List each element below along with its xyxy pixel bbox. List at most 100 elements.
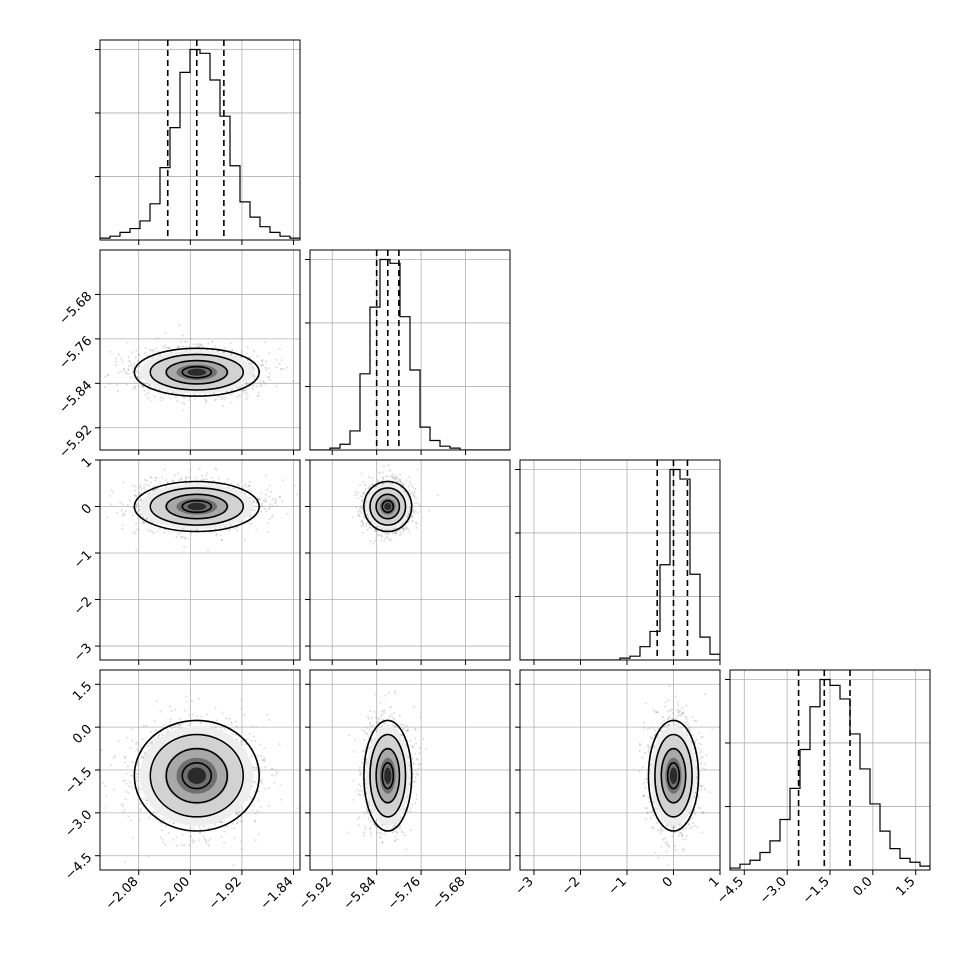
scatter-point: [415, 510, 417, 512]
scatter-point: [180, 478, 182, 480]
scatter-point: [293, 485, 295, 487]
scatter-point: [251, 363, 253, 365]
scatter-point: [176, 536, 178, 538]
scatter-point: [135, 357, 137, 359]
scatter-point: [361, 473, 363, 475]
scatter-point: [371, 527, 373, 529]
scatter-point: [109, 383, 111, 385]
scatter-point: [408, 531, 410, 533]
scatter-point: [140, 498, 142, 500]
scatter-point: [220, 398, 222, 400]
scatter-point: [110, 351, 112, 353]
scatter-point: [375, 538, 377, 540]
scatter-point: [163, 397, 165, 399]
scatter-point: [362, 481, 364, 483]
scatter-point: [357, 511, 359, 513]
scatter-point: [246, 353, 248, 355]
scatter-point: [138, 529, 140, 531]
scatter-point: [382, 477, 384, 479]
scatter-point: [355, 506, 357, 508]
scatter-point: [275, 359, 277, 361]
scatter-point: [361, 500, 363, 502]
scatter-point: [239, 395, 241, 397]
scatter-point: [414, 488, 416, 490]
scatter-point: [405, 479, 407, 481]
scatter-point: [391, 474, 393, 476]
hist-step-p1: [310, 260, 510, 450]
scatter-point: [125, 510, 127, 512]
scatter-point: [157, 530, 159, 532]
scatter-point: [389, 539, 391, 541]
scatter-point: [297, 493, 299, 495]
scatter-point: [263, 381, 265, 383]
scatter-point: [186, 477, 188, 479]
scatter-point: [264, 367, 266, 369]
scatter-point: [122, 481, 124, 483]
scatter-point: [81, 373, 83, 375]
scatter-point: [140, 500, 142, 502]
scatter-point: [144, 390, 146, 392]
scatter-point: [352, 516, 354, 518]
scatter-point: [221, 539, 223, 541]
scatter-point: [203, 478, 205, 480]
scatter-point: [244, 485, 246, 487]
scatter-point: [357, 513, 359, 515]
scatter-point: [280, 368, 282, 370]
scatter-point: [402, 530, 404, 532]
scatter-point: [268, 508, 270, 510]
scatter-point: [417, 469, 419, 471]
scatter-point: [362, 532, 364, 534]
scatter-point: [139, 365, 141, 367]
scatter-point: [144, 479, 146, 481]
scatter-point: [256, 385, 258, 387]
scatter-point: [361, 520, 363, 522]
scatter-point: [389, 470, 391, 472]
y-tick-label-p2-4: 1: [79, 455, 95, 471]
y-tick-label-p2-2: −1: [71, 548, 95, 572]
scatter-point: [116, 384, 118, 386]
scatter-panel-r1-c0-density-4: [187, 369, 206, 376]
scatter-point: [400, 533, 402, 535]
scatter-point: [271, 516, 273, 518]
scatter-point: [399, 529, 401, 531]
y-tick-label-p2-3: 0: [79, 501, 95, 517]
scatter-point: [181, 402, 183, 404]
scatter-point: [261, 505, 263, 507]
scatter-point: [193, 344, 195, 346]
scatter-point: [260, 384, 262, 386]
scatter-point: [207, 342, 209, 344]
scatter-point: [127, 369, 129, 371]
scatter-point: [127, 373, 129, 375]
scatter-point: [267, 367, 269, 369]
hist-panel-2-plot-area: [520, 460, 720, 660]
scatter-point: [261, 503, 263, 505]
scatter-point: [149, 530, 151, 532]
scatter-point: [398, 481, 400, 483]
scatter-point: [265, 474, 267, 476]
scatter-point: [183, 409, 185, 411]
y-tick-label-p1-2: −5.76: [57, 334, 96, 373]
scatter-point: [146, 518, 148, 520]
x-tick-label-p3-1: −3.0: [757, 874, 790, 907]
scatter-point: [153, 532, 155, 534]
scatter-point: [283, 368, 285, 370]
scatter-point: [240, 352, 242, 354]
scatter-point: [205, 474, 207, 476]
scatter-point: [171, 392, 173, 394]
scatter-point: [131, 351, 133, 353]
scatter-point: [133, 531, 135, 533]
scatter-point: [182, 335, 184, 337]
scatter-point: [147, 397, 149, 399]
scatter-point: [272, 505, 274, 507]
scatter-point: [223, 347, 225, 349]
scatter-point: [195, 477, 197, 479]
scatter-point: [258, 392, 260, 394]
scatter-point: [132, 388, 134, 390]
scatter-point: [127, 342, 129, 344]
scatter-point: [365, 525, 367, 527]
scatter-point: [360, 525, 362, 527]
scatter-point: [137, 360, 139, 362]
scatter-point: [184, 397, 186, 399]
scatter-point: [269, 503, 271, 505]
scatter-point: [382, 471, 384, 473]
